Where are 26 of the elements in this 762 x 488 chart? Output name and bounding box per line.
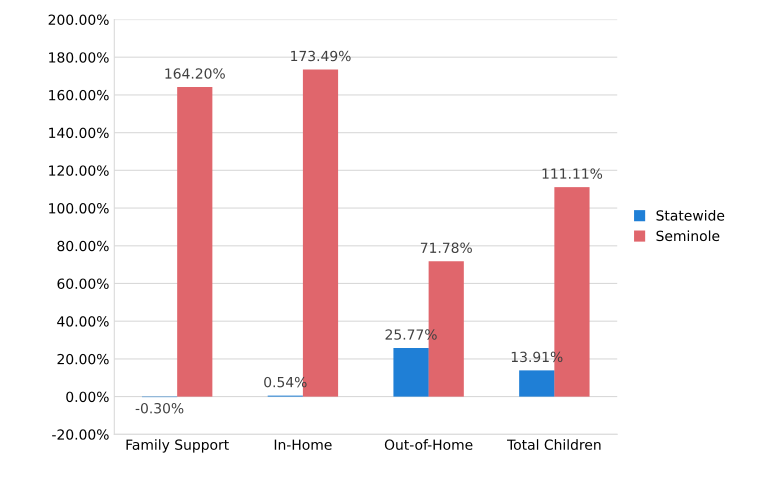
y-tick-label: 140.00% <box>49 128 109 138</box>
y-tick-label: 200.00% <box>48 14 109 25</box>
data-label: 173.49% <box>291 50 351 62</box>
x-tick-label: Total Children <box>507 439 600 450</box>
y-tick-label: 60.00% <box>57 278 109 289</box>
y-tick-label: 80.00% <box>57 240 109 252</box>
x-tick-label: In-Home <box>274 440 332 450</box>
y-tick-label: 0.00% <box>66 392 109 402</box>
bar <box>393 348 429 397</box>
x-tick-label: Family Support <box>126 439 229 453</box>
y-tick-label: 40.00% <box>57 316 109 327</box>
y-tick-label: 120.00% <box>49 165 109 176</box>
data-label: 164.20% <box>165 68 225 79</box>
bar <box>519 370 554 397</box>
y-tick-label: -20.00% <box>52 429 109 440</box>
x-tick-label: Out-of-Home <box>384 439 472 450</box>
bar <box>177 87 212 397</box>
y-tick-label: 180.00% <box>49 52 109 63</box>
y-tick-label: 20.00% <box>58 354 109 364</box>
legend-label: Seminole <box>656 230 720 242</box>
data-label: -0.30% <box>136 402 184 414</box>
legend-label: Statewide <box>656 210 724 221</box>
y-tick-label: 160.00% <box>49 90 109 100</box>
data-label: 71.78% <box>420 242 472 254</box>
y-tick-label: 100.00% <box>49 203 109 214</box>
data-label: 111.11% <box>542 168 602 179</box>
